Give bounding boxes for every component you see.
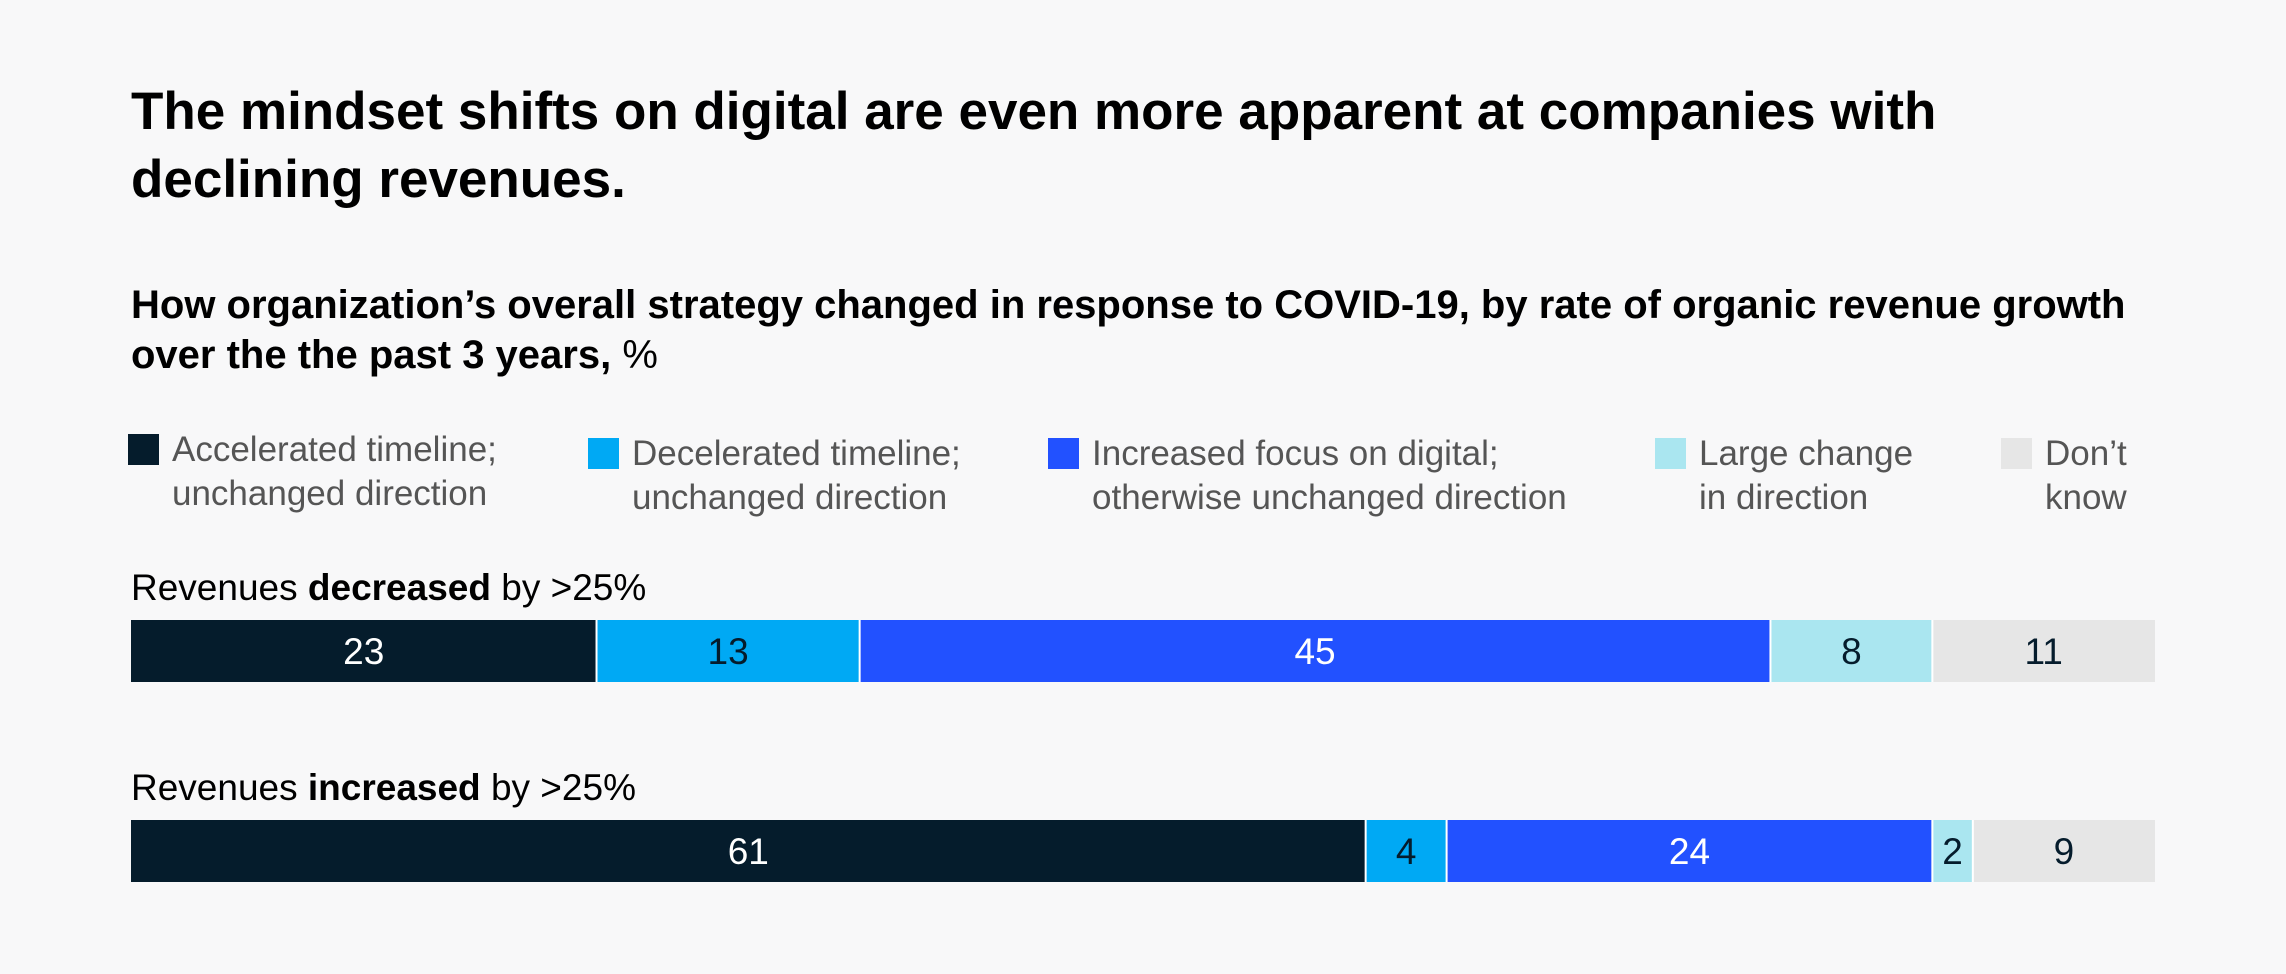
- legend-label: Large change in direction: [1699, 434, 1914, 517]
- legend: Accelerated timeline; unchanged directio…: [0, 428, 2286, 528]
- bar-value-label: 23: [343, 631, 384, 672]
- legend-label: Increased focus on digital; otherwise un…: [1092, 434, 1567, 517]
- legend-swatch: [2001, 438, 2032, 469]
- legend-item-digital: Increased focus on digital; otherwise un…: [1048, 432, 1567, 520]
- bar-value-label: 45: [1294, 631, 1335, 672]
- chart-title: The mindset shifts on digital are even m…: [131, 82, 1937, 209]
- subtitle-unit: %: [622, 333, 658, 377]
- row-label-pre: Revenues: [131, 567, 308, 608]
- bar-segment: [131, 820, 1366, 882]
- bar-segment: [1365, 820, 1447, 882]
- bar-segment: [1932, 820, 1973, 882]
- row-label-post: by >25%: [490, 567, 647, 608]
- legend-label: Don’t know: [2045, 434, 2127, 517]
- legend-item-decelerated: Decelerated timeline; unchanged directio…: [588, 432, 961, 520]
- bar-value-label: 9: [2054, 831, 2075, 872]
- bar-segment: [1446, 820, 1933, 882]
- bar-value-label: 24: [1669, 831, 1710, 872]
- bar-segment: [131, 620, 597, 682]
- bar-segment: [596, 620, 860, 682]
- bar-segment: [1932, 620, 2155, 682]
- bar-segment: [859, 620, 1771, 682]
- legend-swatch: [588, 438, 619, 469]
- row-label-pre: Revenues: [131, 767, 308, 808]
- legend-item-large-change: Large change in direction: [1655, 432, 1913, 520]
- row-label-bold: decreased: [307, 567, 491, 608]
- bar-value-label: 13: [708, 631, 749, 672]
- row-label-post: by >25%: [480, 767, 636, 808]
- bar-value-label: 8: [1841, 631, 1862, 672]
- bar-segment: [1770, 620, 1933, 682]
- row-label-decreased: Revenues decreased by >25%: [131, 566, 646, 610]
- bar-value-label: 61: [728, 831, 769, 872]
- bar-value-label: 4: [1396, 831, 1417, 872]
- legend-swatch: [128, 434, 159, 465]
- legend-swatch: [1048, 438, 1079, 469]
- chart-subtitle: How organization’s overall strategy chan…: [131, 280, 2131, 380]
- legend-swatch: [1655, 438, 1686, 469]
- row-label-increased: Revenues increased by >25%: [131, 766, 636, 810]
- bar-segment: [1972, 820, 2155, 882]
- legend-label: Accelerated timeline; unchanged directio…: [172, 430, 497, 513]
- bar-value-label: 11: [2024, 631, 2062, 672]
- subtitle-text: How organization’s overall strategy chan…: [131, 283, 2126, 377]
- legend-item-accelerated: Accelerated timeline; unchanged directio…: [128, 428, 497, 516]
- bar-value-label: 2: [1942, 831, 1963, 872]
- row-label-bold: increased: [307, 767, 481, 808]
- legend-item-dont-know: Don’t know: [2001, 432, 2127, 520]
- legend-label: Decelerated timeline; unchanged directio…: [632, 434, 961, 517]
